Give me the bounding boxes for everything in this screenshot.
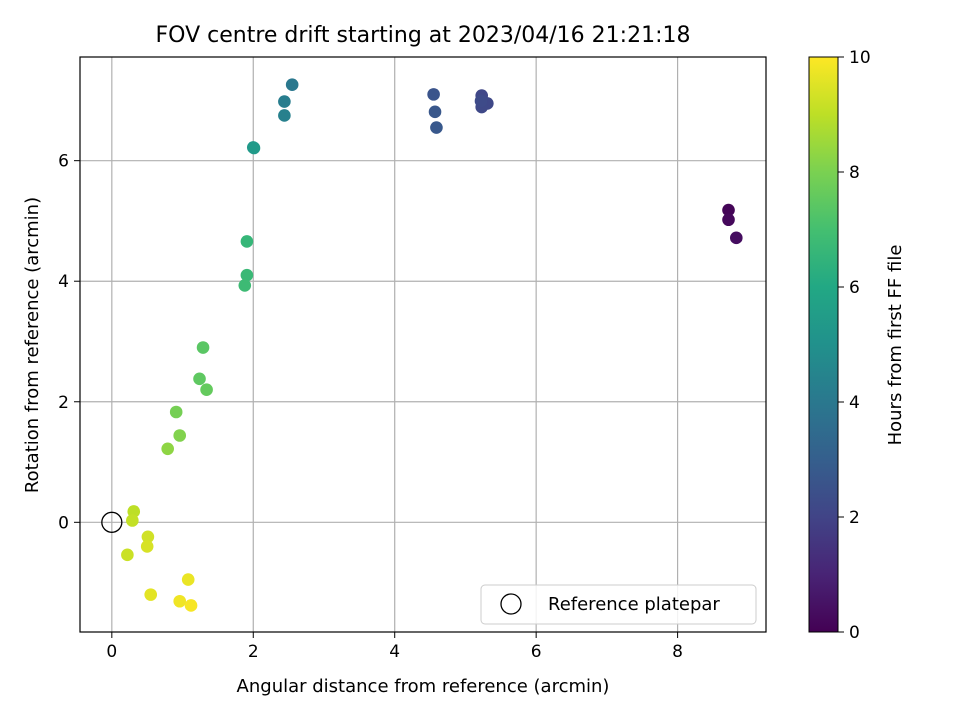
data-point xyxy=(161,442,174,456)
data-point xyxy=(427,88,440,101)
legend: Reference platepar xyxy=(480,584,757,625)
reference-marker-layer xyxy=(101,511,123,533)
data-point xyxy=(428,105,442,119)
colorbar-tick-label: 0 xyxy=(849,623,860,643)
y-axis-label: Rotation from reference (arcmin) xyxy=(22,197,43,493)
y-tick-label: 2 xyxy=(58,393,69,413)
legend-box xyxy=(480,584,757,625)
colorbar-tick-label: 8 xyxy=(849,163,860,183)
data-point xyxy=(196,341,210,354)
data-point xyxy=(474,94,488,108)
data-point xyxy=(184,599,198,612)
colorbar xyxy=(808,56,839,633)
data-point xyxy=(240,235,254,248)
colorbar-tick-label: 6 xyxy=(849,278,860,298)
data-points xyxy=(121,78,743,612)
data-point xyxy=(247,141,261,155)
y-tick-label: 0 xyxy=(58,513,69,533)
data-point xyxy=(722,213,735,227)
y-axis-ticks: 0 2 4 6 xyxy=(58,152,80,533)
data-point xyxy=(141,530,155,544)
data-point xyxy=(126,514,139,527)
colorbar-label: Hours from first FF file xyxy=(885,245,906,446)
x-axis-label: Angular distance from reference (arcmin) xyxy=(237,676,610,697)
colorbar-tick-label: 4 xyxy=(849,393,860,413)
data-point xyxy=(430,121,443,134)
x-tick-label: 6 xyxy=(531,642,542,662)
data-point xyxy=(140,540,154,553)
grid xyxy=(80,57,766,632)
colorbar-tick-label: 10 xyxy=(849,48,871,68)
data-point xyxy=(238,279,252,292)
data-point xyxy=(193,372,206,386)
data-point xyxy=(181,573,195,586)
x-tick-label: 2 xyxy=(248,642,259,662)
reference-platepar-marker xyxy=(101,511,123,533)
legend-entry-label: Reference platepar xyxy=(548,594,720,615)
y-tick-label: 6 xyxy=(58,152,69,172)
x-tick-label: 0 xyxy=(106,642,117,662)
x-axis-ticks: 0 2 4 6 8 xyxy=(106,632,683,662)
data-point xyxy=(173,429,187,442)
data-point xyxy=(144,588,158,601)
data-point xyxy=(169,405,183,419)
colorbar-ticks: 0 2 4 6 8 10 xyxy=(838,48,871,643)
data-point xyxy=(240,268,254,282)
data-point xyxy=(278,95,291,108)
y-tick-label: 4 xyxy=(58,272,69,292)
data-point xyxy=(173,594,187,608)
x-tick-label: 4 xyxy=(389,642,400,662)
data-point xyxy=(200,383,213,397)
x-tick-label: 8 xyxy=(672,642,683,662)
data-point xyxy=(285,78,299,92)
data-point xyxy=(278,109,291,122)
data-point xyxy=(729,231,743,245)
chart-title: FOV centre drift starting at 2023/04/16 … xyxy=(156,23,691,48)
colorbar-tick-label: 2 xyxy=(849,508,860,528)
data-point xyxy=(722,203,735,217)
data-point xyxy=(121,548,134,562)
plot-frame xyxy=(79,56,767,633)
legend-reference-marker xyxy=(500,593,522,615)
